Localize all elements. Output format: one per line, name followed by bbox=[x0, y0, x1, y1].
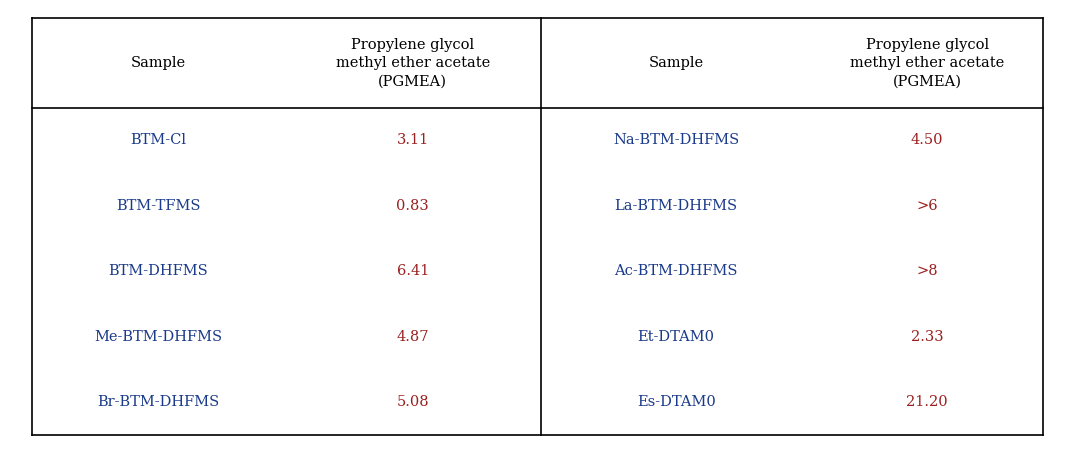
Text: Na-BTM-DHFMS: Na-BTM-DHFMS bbox=[613, 134, 740, 147]
Text: 0.83: 0.83 bbox=[397, 199, 429, 213]
Text: La-BTM-DHFMS: La-BTM-DHFMS bbox=[615, 199, 737, 213]
Text: Sample: Sample bbox=[648, 56, 704, 70]
Text: Propylene glycol
methyl ether acetate
(PGMEA): Propylene glycol methyl ether acetate (P… bbox=[850, 38, 1004, 88]
Text: 2.33: 2.33 bbox=[911, 330, 944, 344]
Text: 5.08: 5.08 bbox=[397, 395, 429, 409]
Text: Propylene glycol
methyl ether acetate
(PGMEA): Propylene glycol methyl ether acetate (P… bbox=[335, 38, 490, 88]
Text: Et-DTAM0: Et-DTAM0 bbox=[637, 330, 715, 344]
Text: Br-BTM-DHFMS: Br-BTM-DHFMS bbox=[98, 395, 219, 409]
Text: >8: >8 bbox=[916, 264, 938, 278]
Text: 6.41: 6.41 bbox=[397, 264, 429, 278]
Text: Ac-BTM-DHFMS: Ac-BTM-DHFMS bbox=[615, 264, 737, 278]
Text: >6: >6 bbox=[916, 199, 938, 213]
Text: BTM-TFMS: BTM-TFMS bbox=[116, 199, 201, 213]
Text: BTM-DHFMS: BTM-DHFMS bbox=[109, 264, 209, 278]
Text: Es-DTAM0: Es-DTAM0 bbox=[636, 395, 716, 409]
Text: BTM-Cl: BTM-Cl bbox=[130, 134, 187, 147]
Text: 4.87: 4.87 bbox=[397, 330, 429, 344]
Text: 21.20: 21.20 bbox=[906, 395, 948, 409]
Text: Me-BTM-DHFMS: Me-BTM-DHFMS bbox=[95, 330, 223, 344]
Text: 4.50: 4.50 bbox=[911, 134, 944, 147]
Text: Sample: Sample bbox=[131, 56, 186, 70]
Text: 3.11: 3.11 bbox=[397, 134, 429, 147]
